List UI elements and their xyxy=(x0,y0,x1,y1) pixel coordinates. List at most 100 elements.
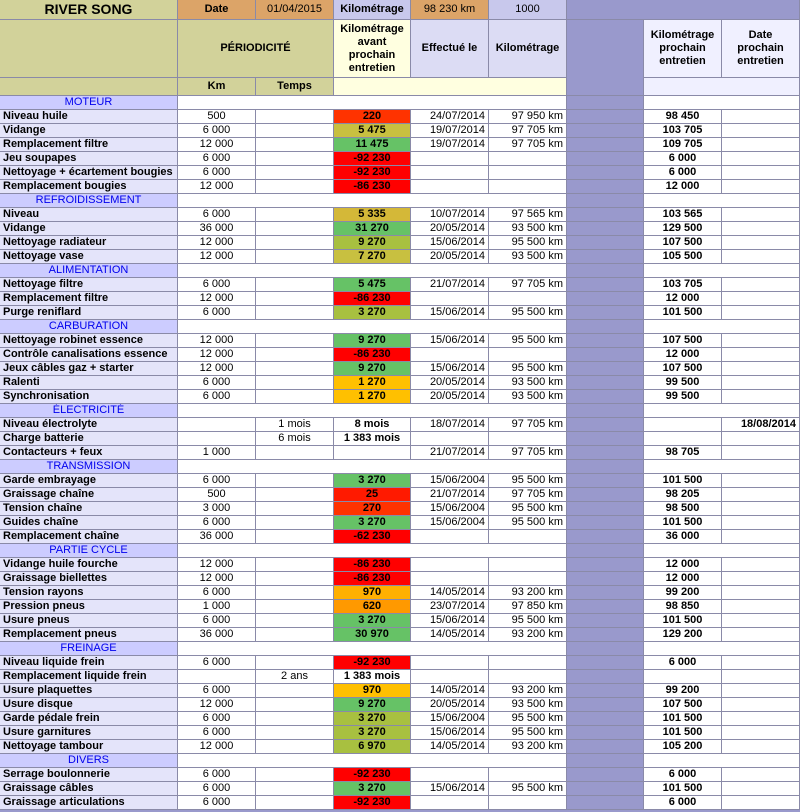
done-date: 20/05/2014 xyxy=(411,390,489,404)
done-km: 95 500 km xyxy=(489,712,567,726)
periodicity-km: 6 000 xyxy=(178,152,256,166)
next-date xyxy=(722,530,800,544)
date-label: Date xyxy=(178,0,256,20)
next-date xyxy=(722,726,800,740)
item-name: Vidange huile fourche xyxy=(0,558,178,572)
done-km: 93 500 km xyxy=(489,250,567,264)
done-km xyxy=(489,558,567,572)
next-km: 101 500 xyxy=(644,516,722,530)
date-value: 01/04/2015 xyxy=(256,0,334,20)
header-filler xyxy=(567,0,800,20)
column-gap xyxy=(567,558,644,572)
done-date: 21/07/2014 xyxy=(411,488,489,502)
item-name: Niveau xyxy=(0,208,178,222)
next-km: 12 000 xyxy=(644,180,722,194)
remaining-km: -62 230 xyxy=(334,530,411,544)
done-date: 10/07/2014 xyxy=(411,208,489,222)
item-name: Graissage chaîne xyxy=(0,488,178,502)
periodicity-km: 6 000 xyxy=(178,474,256,488)
done-date xyxy=(411,670,489,684)
section-blank xyxy=(178,544,567,558)
item-name: Nettoyage tambour xyxy=(0,740,178,754)
next-km: 101 500 xyxy=(644,474,722,488)
periodicity-km: 6 000 xyxy=(178,614,256,628)
remaining-km: -92 230 xyxy=(334,796,411,810)
remaining-km: -86 230 xyxy=(334,180,411,194)
remaining-km xyxy=(334,446,411,460)
done-km xyxy=(489,348,567,362)
next-date xyxy=(722,488,800,502)
remaining-km: -86 230 xyxy=(334,348,411,362)
item-name: Serrage boulonnerie xyxy=(0,768,178,782)
section-blank xyxy=(644,544,800,558)
section-blank xyxy=(178,642,567,656)
done-km: 97 705 km xyxy=(489,446,567,460)
remaining-km: 1 383 mois xyxy=(334,670,411,684)
periodicity-km xyxy=(178,432,256,446)
section-blank xyxy=(178,460,567,474)
column-gap xyxy=(567,768,644,782)
periodicity-km: 6 000 xyxy=(178,768,256,782)
section-blank xyxy=(644,320,800,334)
done-km: 95 500 km xyxy=(489,614,567,628)
remaining-km: 1 270 xyxy=(334,376,411,390)
done-date: 14/05/2014 xyxy=(411,740,489,754)
done-km: 97 705 km xyxy=(489,124,567,138)
remaining-km: 3 270 xyxy=(334,474,411,488)
next-date xyxy=(722,292,800,306)
done-km xyxy=(489,768,567,782)
periodicity-time xyxy=(256,278,334,292)
next-date xyxy=(722,110,800,124)
km-step: 1000 xyxy=(489,0,567,20)
section-blank xyxy=(178,96,567,110)
periodicity-km xyxy=(178,670,256,684)
periodicity-time xyxy=(256,530,334,544)
next-km xyxy=(644,432,722,446)
next-km: 98 850 xyxy=(644,600,722,614)
column-gap xyxy=(567,222,644,236)
done-date: 19/07/2014 xyxy=(411,124,489,138)
column-gap xyxy=(567,544,644,558)
remaining-km: -86 230 xyxy=(334,292,411,306)
periodicity-time xyxy=(256,208,334,222)
periodicity-km: 12 000 xyxy=(178,740,256,754)
periodicity-time xyxy=(256,390,334,404)
remaining-km: 5 335 xyxy=(334,208,411,222)
periodicity-time xyxy=(256,796,334,810)
column-gap xyxy=(567,502,644,516)
periodicity-km: 12 000 xyxy=(178,698,256,712)
next-km: 105 500 xyxy=(644,250,722,264)
periodicity-time xyxy=(256,684,334,698)
column-gap xyxy=(567,530,644,544)
item-name: Vidange xyxy=(0,222,178,236)
next-km: 36 000 xyxy=(644,530,722,544)
column-gap xyxy=(567,264,644,278)
next-km: 6 000 xyxy=(644,166,722,180)
remaining-km: 3 270 xyxy=(334,614,411,628)
periodicity-time xyxy=(256,740,334,754)
item-name: Contacteurs + feux xyxy=(0,446,178,460)
next-km: 6 000 xyxy=(644,796,722,810)
header-blank xyxy=(0,20,178,78)
item-name: Nettoyage filtre xyxy=(0,278,178,292)
periodicity-km: 12 000 xyxy=(178,348,256,362)
remaining-km: 30 970 xyxy=(334,628,411,642)
periodicity-km: 6 000 xyxy=(178,208,256,222)
next-km: 98 500 xyxy=(644,502,722,516)
column-gap xyxy=(567,390,644,404)
section-title: TRANSMISSION xyxy=(0,460,178,474)
column-gap xyxy=(567,124,644,138)
done-km xyxy=(489,152,567,166)
next-date xyxy=(722,768,800,782)
next-km: 12 000 xyxy=(644,558,722,572)
periodicity-km: 12 000 xyxy=(178,572,256,586)
next-date xyxy=(722,236,800,250)
done-km: 93 500 km xyxy=(489,376,567,390)
periodicity-time xyxy=(256,446,334,460)
next-date xyxy=(722,446,800,460)
periodicity-km: 12 000 xyxy=(178,334,256,348)
done-km: 97 705 km xyxy=(489,488,567,502)
periodicity-time xyxy=(256,656,334,670)
section-blank xyxy=(644,96,800,110)
